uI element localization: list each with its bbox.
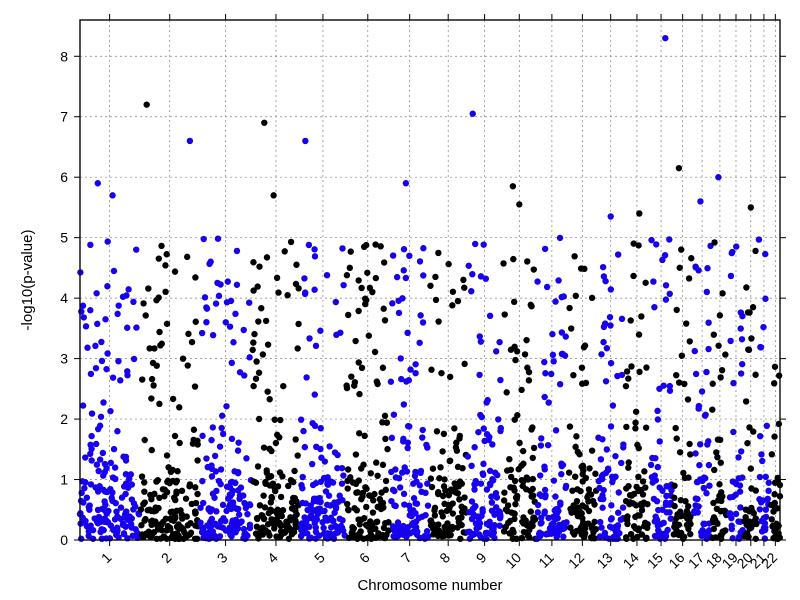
ytick-label: 4 <box>60 290 68 306</box>
y-axis-label: -log10(p-value) <box>19 230 36 331</box>
ytick-label: 3 <box>60 351 68 367</box>
chart-svg: 0123456781234567891011121314151617181920… <box>0 0 800 600</box>
ytick-label: 6 <box>60 169 68 185</box>
ytick-label: 8 <box>60 48 68 64</box>
ytick-label: 5 <box>60 230 68 246</box>
manhattan-plot: 0123456781234567891011121314151617181920… <box>0 0 800 600</box>
x-axis-label: Chromosome number <box>357 577 502 594</box>
ytick-label: 0 <box>60 532 68 548</box>
ytick-label: 1 <box>60 472 68 488</box>
ytick-label: 7 <box>60 109 68 125</box>
ytick-label: 2 <box>60 411 68 427</box>
